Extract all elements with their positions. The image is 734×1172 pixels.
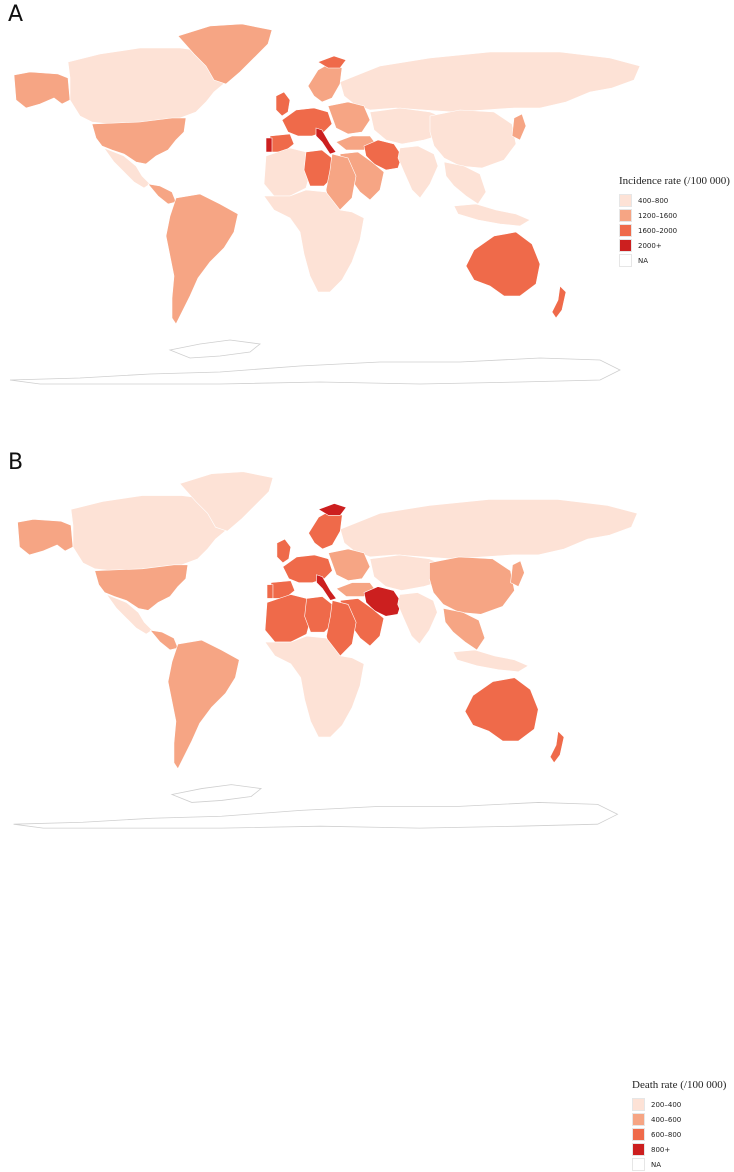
region-new-zealand (551, 285, 567, 319)
antarctica-outline (13, 802, 619, 829)
region-western-europe (282, 554, 333, 583)
region-eastern-europe (327, 101, 371, 135)
panel-label-b: B (8, 450, 24, 475)
region-italy (316, 574, 337, 601)
region-eastern-europe (327, 548, 371, 581)
legend-swatch (632, 1128, 645, 1141)
region-australia (465, 231, 541, 297)
legend-item: NA (632, 1157, 726, 1172)
legend-item: 600–800 (632, 1127, 726, 1142)
region-mexico (103, 147, 151, 189)
region-central-america (147, 183, 177, 205)
legend-swatch (619, 254, 632, 267)
region-australia (464, 677, 539, 742)
region-alaska (17, 518, 74, 556)
region-usa (91, 117, 187, 165)
region-south-america (167, 639, 240, 770)
region-canada (70, 495, 238, 572)
legend-item: 1200–1600 (619, 208, 730, 223)
antarctica-outline (170, 784, 263, 803)
legend-label: 800+ (651, 1145, 671, 1154)
legend-item: 2000+ (619, 238, 730, 253)
legend-label: 400–600 (651, 1115, 682, 1124)
antarctica-outline (168, 339, 261, 359)
legend-label: 200–400 (651, 1100, 682, 1109)
legend-label: 400–800 (638, 196, 669, 205)
region-china (429, 556, 515, 615)
region-usa (94, 564, 189, 611)
region-greenland (179, 471, 274, 532)
region-scandinavia (308, 509, 343, 550)
antarctica-outline (9, 357, 621, 385)
region-iran (363, 139, 403, 171)
region-portugal (265, 137, 273, 153)
region-sub-saharan-africa (263, 189, 365, 293)
region-iran (363, 586, 402, 617)
region-norway-north (317, 503, 347, 516)
incidence-world-map (9, 23, 641, 385)
legend-item: 400–800 (619, 193, 730, 208)
panel-label-a: A (8, 2, 24, 27)
region-north-africa-west (263, 147, 313, 197)
region-western-europe (281, 107, 333, 137)
region-mexico (105, 593, 153, 635)
legend-label: 1200–1600 (638, 211, 678, 220)
legend-item: 200–400 (632, 1097, 726, 1112)
legend-label: NA (638, 256, 649, 265)
legend-swatch (632, 1098, 645, 1111)
region-scandinavia (307, 61, 343, 103)
legend-swatch (632, 1113, 645, 1126)
legend-swatch (619, 224, 632, 237)
region-central-america (149, 629, 179, 651)
region-italy (315, 127, 337, 155)
death-legend: Death rate (/100 000) 200–400 400–600 60… (632, 1079, 726, 1172)
region-india (397, 145, 439, 199)
death-map-panel: B Death rate (/100 000) 200–400 400–600 … (0, 448, 734, 1171)
region-indonesia (453, 203, 531, 227)
region-north-africa-west (264, 594, 313, 643)
region-canada (67, 47, 237, 125)
incidence-map-panel: A Incidence rate (/100 000) 400–800 1200… (0, 0, 734, 400)
legend-swatch (619, 239, 632, 252)
legend-label: 2000+ (638, 241, 662, 250)
region-south-america (165, 193, 239, 325)
region-new-zealand (549, 730, 565, 764)
legend-label: 1600–2000 (638, 226, 678, 235)
region-uk-ireland (276, 538, 292, 564)
region-portugal (266, 584, 274, 599)
region-southeast-asia (442, 608, 486, 651)
incidence-legend: Incidence rate (/100 000) 400–800 1200–1… (619, 175, 730, 268)
legend-swatch (619, 209, 632, 222)
region-greenland (177, 23, 273, 85)
incidence-legend-title: Incidence rate (/100 000) (619, 175, 730, 187)
death-world-map (13, 471, 638, 829)
legend-item: 400–600 (632, 1112, 726, 1127)
legend-swatch (619, 194, 632, 207)
region-indonesia (452, 649, 530, 673)
legend-item: 800+ (632, 1142, 726, 1157)
region-china (429, 109, 517, 169)
legend-swatch (632, 1158, 645, 1171)
region-russia (339, 51, 641, 113)
region-sub-saharan-africa (264, 635, 365, 738)
region-uk-ireland (275, 91, 291, 117)
legend-label: 600–800 (651, 1130, 682, 1139)
region-japan (511, 113, 527, 141)
region-japan (510, 560, 525, 588)
death-legend-title: Death rate (/100 000) (632, 1079, 727, 1091)
region-india (397, 592, 438, 645)
legend-item: NA (619, 253, 730, 268)
region-alaska (13, 71, 71, 109)
region-russia (339, 499, 638, 560)
region-norway-north (317, 55, 347, 69)
region-southeast-asia (443, 161, 487, 205)
legend-swatch (632, 1143, 645, 1156)
legend-item: 1600–2000 (619, 223, 730, 238)
legend-label: NA (651, 1160, 662, 1169)
